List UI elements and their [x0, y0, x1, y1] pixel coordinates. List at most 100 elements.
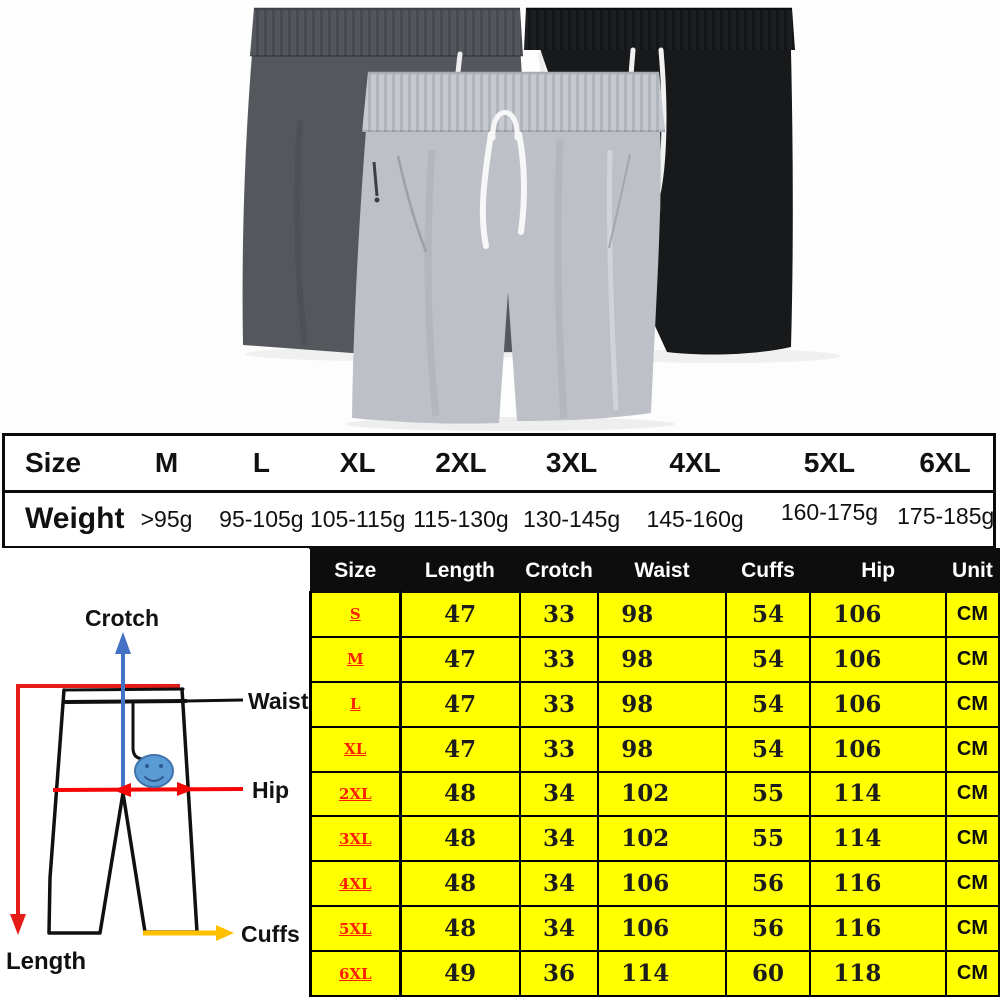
cell-crotch: 34	[518, 860, 600, 908]
cell-cuffs: 54	[724, 725, 812, 773]
cell-unit: CM	[944, 725, 1000, 773]
cell-size: S	[309, 591, 402, 638]
header-hip: Hip	[809, 548, 947, 593]
crotch-label: Crotch	[85, 605, 159, 631]
size-chart-row: 3XL 48 34 102 55 114 CM	[309, 815, 1000, 863]
cell-length: 47	[399, 591, 521, 638]
cell-crotch: 34	[518, 815, 600, 863]
cell-crotch: 34	[518, 770, 600, 818]
weight-value: 175-185g	[897, 502, 995, 529]
hip-arrow	[52, 782, 244, 797]
header-length: Length	[399, 548, 521, 593]
weight-value: 115-130g	[413, 505, 509, 532]
weight-value: 145-160g	[646, 505, 744, 532]
cell-cuffs: 60	[724, 950, 812, 997]
weight-value: 95-105g	[219, 505, 304, 532]
cuffs-arrow	[143, 925, 234, 941]
size-option: L	[252, 446, 270, 478]
light-gray-shorts	[345, 71, 675, 431]
size-option: 2XL	[435, 446, 487, 478]
cell-waist: 98	[597, 591, 727, 638]
zipper-mark	[372, 161, 379, 197]
length-label: Length	[6, 948, 86, 975]
size-chart-table: Size Length Crotch Waist Cuffs Hip Unit …	[309, 548, 1000, 997]
size-chart-row: S 47 33 98 54 106 CM	[309, 591, 1000, 638]
cell-size: 5XL	[309, 905, 402, 952]
hip-label: Hip	[252, 777, 289, 803]
cell-length: 47	[399, 680, 521, 728]
cell-cuffs: 56	[724, 905, 812, 952]
weight-value: >95g	[140, 505, 193, 532]
cell-waist: 102	[597, 770, 727, 818]
cell-hip: 106	[809, 725, 947, 773]
drawstring	[479, 131, 494, 249]
cell-waist: 98	[597, 725, 727, 773]
cell-length: 47	[399, 725, 521, 773]
cell-unit: CM	[944, 635, 1000, 683]
cell-unit: CM	[944, 680, 1000, 728]
weight-value: 160-175g	[780, 498, 879, 525]
cell-unit: CM	[944, 860, 1000, 908]
cell-waist: 106	[597, 860, 727, 908]
cell-crotch: 34	[518, 905, 600, 952]
size-chart-row: 2XL 48 34 102 55 114 CM	[309, 770, 1000, 818]
cell-waist: 102	[597, 815, 727, 863]
size-option: 6XL	[919, 446, 971, 478]
cuffs-label: Cuffs	[241, 921, 300, 947]
cell-length: 48	[399, 905, 521, 952]
size-chart-row: 6XL 49 36 114 60 118 CM	[309, 950, 1000, 997]
crotch-arrow	[115, 632, 131, 791]
cell-crotch: 36	[518, 950, 600, 997]
smiley-face	[134, 754, 174, 788]
size-option: M	[154, 446, 179, 478]
cell-length: 47	[399, 635, 521, 683]
weight-value: 105-115g	[309, 505, 406, 532]
cell-cuffs: 55	[724, 770, 812, 818]
cell-cuffs: 56	[724, 860, 812, 908]
cell-waist: 98	[597, 680, 727, 728]
cell-size: L	[309, 680, 402, 728]
size-chart-row: L 47 33 98 54 106 CM	[309, 680, 1000, 728]
weight-table-size-row: Size M L XL 2XL 3XL 4XL 5XL 6XL	[5, 436, 993, 493]
cell-hip: 116	[809, 860, 947, 908]
cell-size: 2XL	[309, 770, 402, 818]
size-option: 3XL	[545, 446, 598, 478]
cell-size: M	[309, 635, 402, 683]
cell-length: 48	[399, 860, 521, 908]
cell-unit: CM	[944, 815, 1000, 863]
size-option: 5XL	[803, 446, 856, 478]
cell-length: 49	[399, 950, 521, 997]
pocket-slit	[396, 155, 428, 253]
cell-unit: CM	[944, 770, 1000, 818]
cell-unit: CM	[944, 591, 1000, 638]
header-size: Size	[309, 548, 401, 593]
cell-crotch: 33	[518, 680, 600, 728]
weight-table-weight-row: Weight >95g 95-105g 105-115g 115-130g 13…	[5, 493, 995, 547]
weight-table: Size M L XL 2XL 3XL 4XL 5XL 6XL Weight >…	[2, 433, 996, 549]
drawstring-loop	[490, 110, 520, 141]
weight-value: 130-145g	[522, 505, 621, 532]
size-option: 4XL	[669, 446, 721, 478]
product-photo	[0, 0, 1000, 433]
header-unit: Unit	[944, 548, 1000, 593]
cell-hip: 118	[809, 950, 947, 997]
size-option: XL	[339, 446, 376, 478]
cell-hip: 106	[809, 680, 947, 728]
size-chart-row: M 47 33 98 54 106 CM	[309, 635, 1000, 683]
cell-cuffs: 55	[724, 815, 812, 863]
size-chart-row: 5XL 48 34 106 56 116 CM	[309, 905, 1000, 952]
cell-size: XL	[309, 725, 402, 773]
cell-hip: 106	[809, 591, 947, 638]
cell-unit: CM	[944, 905, 1000, 952]
shadow-black-shorts	[600, 349, 840, 363]
cell-hip: 106	[809, 635, 947, 683]
cell-crotch: 33	[518, 635, 600, 683]
length-arrow	[10, 684, 180, 935]
cell-size: 6XL	[309, 950, 402, 997]
waist-label: Waist	[248, 688, 309, 714]
cell-cuffs: 54	[724, 591, 812, 638]
cell-size: 3XL	[309, 815, 402, 863]
measurement-diagram: Crotch Waist Hip Cuffs Length	[0, 548, 309, 1000]
cell-cuffs: 54	[724, 680, 812, 728]
cell-length: 48	[399, 815, 521, 863]
